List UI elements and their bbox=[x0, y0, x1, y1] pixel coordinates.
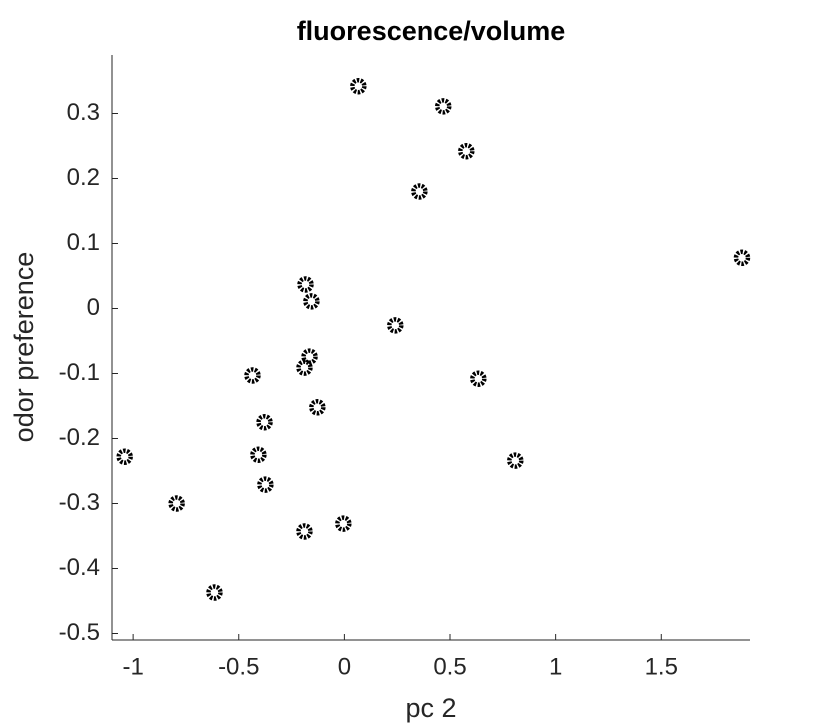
point bbox=[206, 584, 223, 601]
x-tick-label: 1.5 bbox=[645, 653, 678, 680]
point bbox=[296, 523, 313, 540]
point bbox=[470, 370, 487, 387]
point bbox=[297, 276, 314, 293]
x-tick-label: 1 bbox=[549, 653, 562, 680]
point bbox=[250, 446, 267, 463]
y-tick-label: 0.1 bbox=[67, 229, 100, 256]
point bbox=[257, 476, 274, 493]
x-axis-label: pc 2 bbox=[405, 693, 456, 723]
point bbox=[244, 367, 261, 384]
y-tick-label: -0.1 bbox=[59, 359, 100, 386]
point bbox=[435, 98, 452, 115]
point bbox=[168, 495, 185, 512]
chart-title: fluorescence/volume bbox=[297, 16, 566, 46]
x-tick-label: 0.5 bbox=[433, 653, 466, 680]
point bbox=[507, 452, 524, 469]
point bbox=[411, 183, 428, 200]
point bbox=[309, 399, 326, 416]
point bbox=[335, 515, 352, 532]
x-tick-label: -0.5 bbox=[218, 653, 259, 680]
point bbox=[116, 448, 133, 465]
point bbox=[256, 414, 273, 431]
point bbox=[387, 317, 404, 334]
y-tick-label: -0.4 bbox=[59, 554, 100, 581]
x-tick-label: -1 bbox=[122, 653, 143, 680]
y-tick-label: -0.5 bbox=[59, 619, 100, 646]
point bbox=[303, 293, 320, 310]
y-tick-label: 0.2 bbox=[67, 164, 100, 191]
y-tick-label: -0.3 bbox=[59, 489, 100, 516]
point bbox=[458, 142, 475, 160]
point bbox=[733, 249, 751, 267]
y-tick-label: 0.3 bbox=[67, 99, 100, 126]
x-tick-label: 0 bbox=[338, 653, 351, 680]
point bbox=[350, 77, 367, 95]
y-tick-label: 0 bbox=[87, 294, 100, 321]
y-axis-label: odor preference bbox=[9, 252, 39, 443]
point bbox=[296, 359, 313, 376]
y-tick-label: -0.2 bbox=[59, 424, 100, 451]
